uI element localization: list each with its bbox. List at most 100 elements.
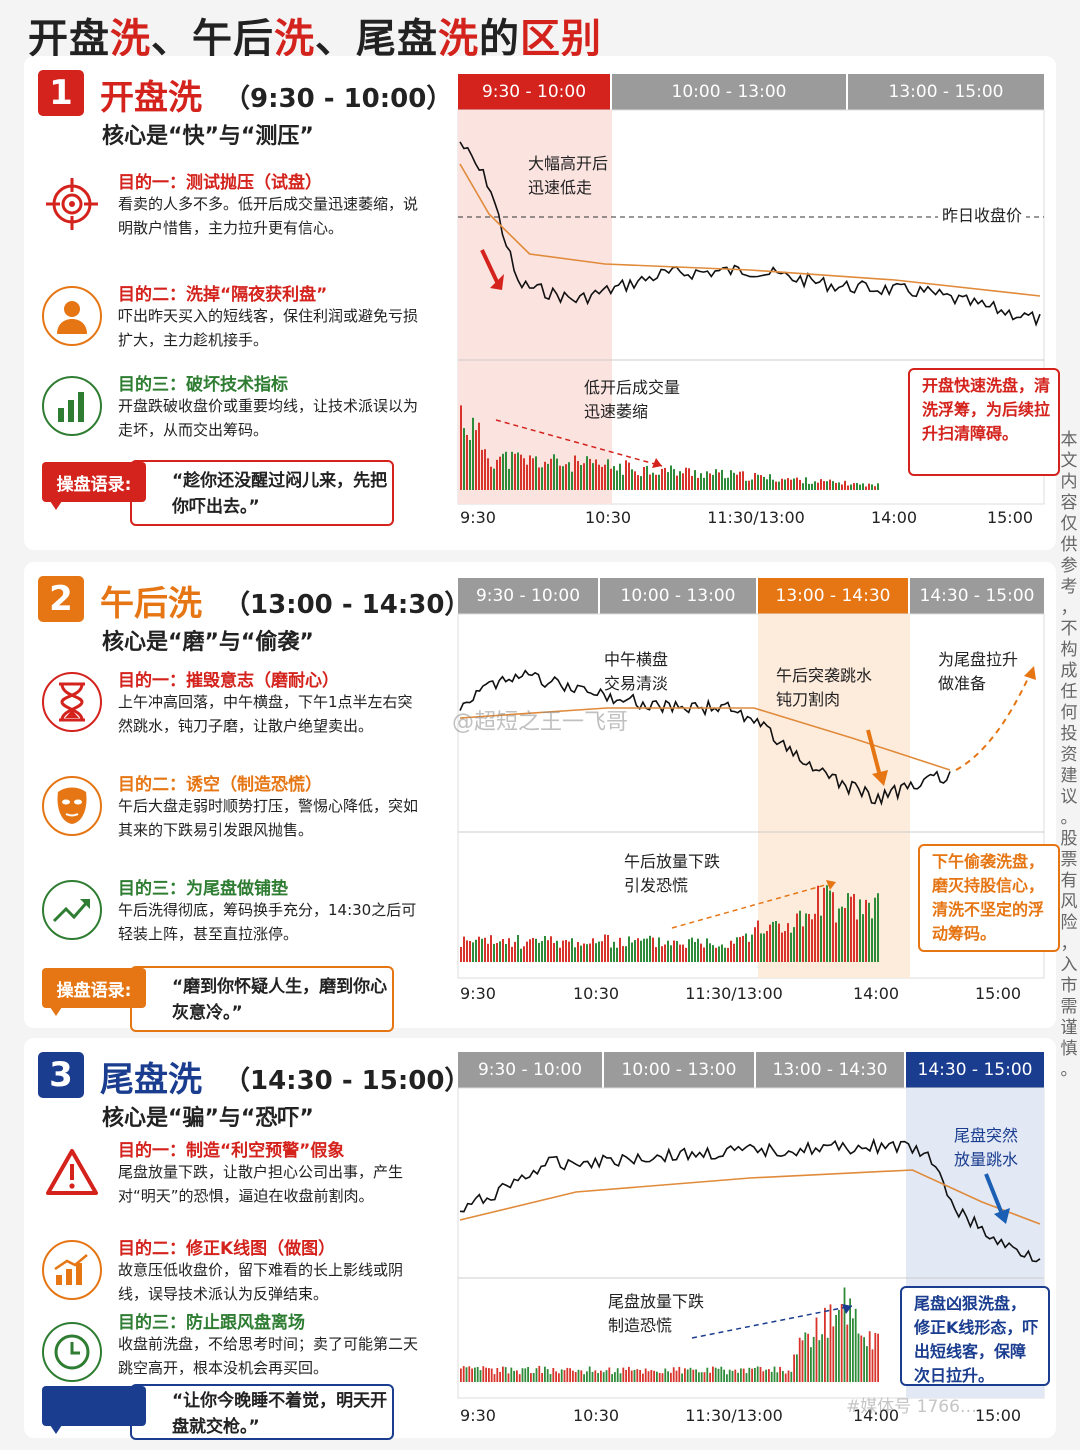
volume-bar (511, 946, 513, 962)
volume-bar (856, 483, 858, 490)
volume-bar (541, 1373, 543, 1382)
volume-bar (586, 1371, 588, 1382)
time-tabs: 9:30 - 10:00 10:00 - 13:00 13:00 - 15:00 (458, 74, 1044, 110)
goal-item: 目的二：诱空（制造恐慌） 午后大盘走弱时顺势打压，警惕心降低，突如其来的下跌易引… (40, 770, 430, 860)
down-arrow (984, 1173, 1004, 1215)
volume-bar (520, 948, 522, 962)
tab-1000-1300: 10:00 - 13:00 (600, 578, 758, 614)
section-closing-wash: 3 尾盘洗 （14:30 - 15:00） 核心是“骗”与“恐吓” 目的一：制造… (24, 1038, 1056, 1440)
volume-bar (487, 943, 489, 962)
volume-bar (840, 1304, 843, 1382)
volume-bar (535, 456, 537, 490)
volume-bar (857, 1333, 860, 1382)
volume-bar (598, 464, 600, 490)
volume-bar (511, 451, 513, 490)
goal-title: 目的一：摧毁意志（磨耐心） (118, 671, 339, 691)
volume-bar (775, 481, 777, 490)
volume-bar (802, 926, 804, 962)
clock-icon (42, 1322, 102, 1382)
volume-bar (686, 1369, 689, 1382)
volume-bar (502, 1366, 504, 1382)
volume-bar (698, 1372, 700, 1382)
volume-bar (484, 937, 486, 962)
volume-bar (541, 467, 543, 490)
volume-bar (745, 480, 747, 490)
volume-bar (796, 477, 798, 490)
hourglass-icon (42, 672, 102, 732)
volume-bar (568, 941, 570, 962)
volume-bar (697, 938, 699, 962)
growth-chart-icon (42, 1240, 102, 1300)
volume-bar (769, 924, 771, 962)
quote-text: “让你今晚睡不着觉，明天开盘就交枪。” (130, 1384, 394, 1440)
volume-bar (529, 939, 531, 962)
section-core: 核心是“骗”与“恐吓” (102, 1106, 314, 1131)
summary-note: 开盘快速洗盘，清洗浮筹，为后续拉升扫清障碍。 (908, 368, 1060, 476)
volume-bar (532, 458, 534, 490)
volume-bar (742, 935, 744, 962)
volume-bar (796, 1354, 798, 1382)
volume-bar (865, 899, 867, 962)
volume-bar (756, 1366, 759, 1382)
volume-bar (868, 483, 870, 490)
volume-bar (616, 1368, 619, 1382)
quote-block: “趁你还没醒过闷儿来，先把你吓出去。” 操盘语录: (40, 460, 394, 526)
volume-bar (628, 462, 630, 490)
goal-title: 目的三：为尾盘做铺垫 (118, 879, 288, 899)
volume-bar (706, 938, 708, 962)
volume-bar (670, 1372, 672, 1382)
volume-bar (754, 1368, 756, 1382)
volume-bar (787, 923, 789, 962)
volume-bar (703, 477, 705, 490)
volume-bar (776, 1372, 779, 1382)
quote-label: 操盘语录: (42, 968, 146, 1008)
volume-bar (520, 454, 522, 490)
volume-bar (768, 1369, 770, 1382)
tab-930-1000: 9:30 - 10:00 (458, 74, 612, 110)
volume-bar (574, 455, 576, 490)
avg-line (459, 707, 951, 771)
volume-bar (874, 1332, 877, 1382)
volume-bar (639, 1370, 641, 1382)
volume-bar (544, 1366, 546, 1382)
volume-bar (790, 1371, 793, 1382)
volume-bar (622, 946, 624, 962)
volume-bar (496, 1368, 499, 1382)
volume-bar (796, 913, 798, 962)
volume-bar (807, 1333, 809, 1382)
volume-bar (877, 483, 879, 490)
x-tick: 9:30 (460, 984, 496, 1003)
volume-bar (560, 1369, 563, 1382)
volume-bar (583, 463, 585, 490)
volume-bar (844, 480, 846, 490)
volume-bar (646, 938, 648, 962)
volume-bar (849, 1298, 851, 1382)
volume-bar (583, 1374, 585, 1382)
volume-bar (667, 472, 669, 490)
volume-bar (700, 473, 702, 490)
volume-bar (734, 1369, 737, 1382)
volume-bar (655, 947, 657, 962)
quote-label: 操盘语录: (42, 462, 146, 502)
volume-bar (475, 939, 477, 962)
x-axis-labels: 9:30 10:30 11:30/13:00 14:00 15:00 (456, 508, 1046, 530)
volume-bar (661, 468, 663, 490)
volume-bar (818, 1340, 821, 1382)
volume-bar (672, 1367, 675, 1382)
volume-bar (715, 469, 717, 490)
volume-bar (765, 1369, 767, 1382)
volume-bar (846, 1324, 849, 1382)
annotation-midday: 中午横盘 交易清淡 (604, 650, 669, 693)
quote-tail (48, 1004, 64, 1016)
volume-bar (592, 938, 594, 962)
volume-bar (714, 1367, 717, 1382)
volume-bar (472, 417, 474, 490)
volume-bar (591, 1371, 594, 1382)
person-icon (42, 286, 102, 346)
volume-bar (527, 1367, 529, 1382)
volume-bar (793, 1354, 795, 1382)
volume-bar (622, 1367, 625, 1382)
volume-bar (815, 1317, 818, 1382)
volume-bar (652, 937, 654, 962)
volume-bar (691, 937, 693, 962)
